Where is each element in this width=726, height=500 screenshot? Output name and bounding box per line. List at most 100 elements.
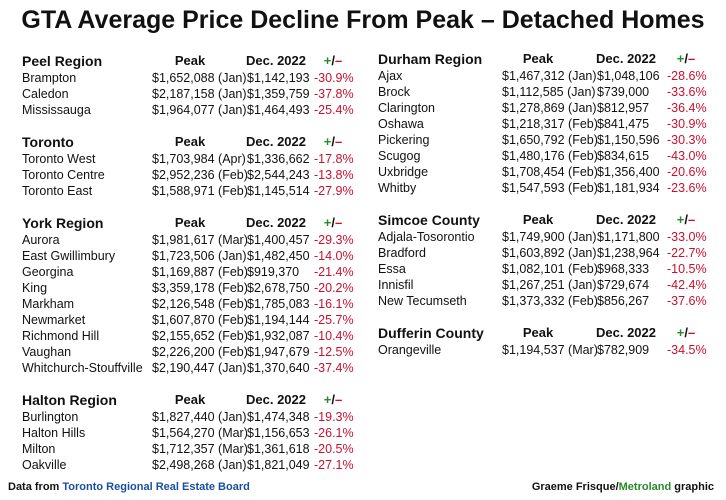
credit-suffix: graphic <box>674 481 714 493</box>
region-name: Simcoe County <box>378 212 480 228</box>
region-name: Toronto <box>22 134 74 150</box>
peak-price: $1,708,454 (Feb) <box>502 165 598 179</box>
municipality: Adjala-Tosorontio <box>378 230 475 244</box>
municipality: Milton <box>22 442 56 456</box>
change: -30.9% <box>667 117 707 131</box>
change: -42.4% <box>667 278 707 292</box>
column-header: Dec. 2022 <box>596 51 656 66</box>
column-header: Dec. 2022 <box>246 53 306 68</box>
dec-price: $1,194,144 <box>247 313 310 327</box>
dec-price: $1,156,653 <box>247 426 310 440</box>
dec-price: $1,947,679 <box>247 345 310 359</box>
peak-price: $2,498,268 (Jan) <box>152 458 247 472</box>
peak-price: $1,564,270 (Mar) <box>152 426 248 440</box>
title: GTA Average Price Decline From Peak – De… <box>21 6 705 34</box>
change: -29.3% <box>314 233 354 247</box>
change: -14.0% <box>314 249 354 263</box>
municipality: Brock <box>378 85 410 99</box>
credit: Graeme Frisque/Metroland graphic <box>532 481 714 493</box>
peak-price: $2,226,200 (Feb) <box>152 345 248 359</box>
municipality: Burlington <box>22 410 79 424</box>
change: -13.8% <box>314 168 354 182</box>
peak-price: $1,723,506 (Jan) <box>152 249 247 263</box>
change: -20.2% <box>314 281 354 295</box>
column-header: Peak <box>174 392 206 407</box>
municipality: Ajax <box>378 69 403 83</box>
peak-price: $1,373,332 (Feb) <box>502 294 598 308</box>
change: -30.9% <box>314 71 354 85</box>
column-header: Peak <box>522 212 554 227</box>
municipality: Innisfil <box>378 278 414 292</box>
dec-price: $1,048,106 <box>597 69 660 83</box>
column-header: Dec. 2022 <box>246 392 306 407</box>
municipality: Oakville <box>22 458 67 472</box>
dec-price: $1,145,514 <box>247 184 310 198</box>
column-header: Dec. 2022 <box>596 212 656 227</box>
municipality: Toronto Centre <box>22 168 105 182</box>
change: -33.6% <box>667 85 707 99</box>
municipality: Halton Hills <box>22 426 86 440</box>
dec-price: $968,333 <box>597 262 650 276</box>
region-name: York Region <box>22 215 104 231</box>
peak-price: $2,952,236 (Feb) <box>152 168 248 182</box>
dec-price: $739,000 <box>597 85 650 99</box>
peak-price: $1,607,870 (Feb) <box>152 313 248 327</box>
peak-price: $1,267,251 (Jan) <box>502 278 597 292</box>
peak-price: $1,712,357 (Mar) <box>152 442 248 456</box>
municipality: Orangeville <box>378 343 442 357</box>
municipality: Pickering <box>378 133 430 147</box>
change: -37.8% <box>314 87 354 101</box>
peak-price: $1,981,617 (Mar) <box>152 233 248 247</box>
region-name: Peel Region <box>22 53 103 69</box>
municipality: Toronto East <box>22 184 93 198</box>
dec-price: $782,909 <box>597 343 650 357</box>
peak-price: $2,190,447 (Jan) <box>152 361 247 375</box>
source-prefix: Data from <box>8 481 60 493</box>
region-name: Halton Region <box>22 392 117 408</box>
peak-price: $1,827,440 (Jan) <box>152 410 247 424</box>
peak-price: $1,278,869 (Jan) <box>502 101 597 115</box>
peak-price: $1,169,887 (Feb) <box>152 265 248 279</box>
peak-price: $1,603,892 (Jan) <box>502 246 597 260</box>
change: -27.1% <box>314 458 354 472</box>
municipality: Caledon <box>22 87 69 101</box>
column-header: +/– <box>323 215 343 230</box>
dec-price: $729,674 <box>597 278 650 292</box>
column-header: Dec. 2022 <box>246 215 306 230</box>
dec-price: $834,615 <box>597 149 650 163</box>
dec-price: $1,356,400 <box>597 165 660 179</box>
change: -10.5% <box>667 262 707 276</box>
column-header: Peak <box>174 215 206 230</box>
region-name: Durham Region <box>378 51 483 67</box>
change: -28.6% <box>667 69 707 83</box>
column-header: +/– <box>676 51 696 66</box>
peak-price: $2,187,158 (Jan) <box>152 87 247 101</box>
column-header: Dec. 2022 <box>246 134 306 149</box>
column-header: +/– <box>676 325 696 340</box>
peak-price: $1,547,593 (Feb) <box>502 181 598 195</box>
municipality: Aurora <box>22 233 60 247</box>
municipality: Bradford <box>378 246 426 260</box>
municipality: Whitby <box>378 181 417 195</box>
change: -16.1% <box>314 297 354 311</box>
change: -19.3% <box>314 410 354 424</box>
dec-price: $1,932,087 <box>247 329 310 343</box>
change: -30.3% <box>667 133 707 147</box>
municipality: Georgina <box>22 265 74 279</box>
change: -20.6% <box>667 165 707 179</box>
dec-price: $1,474,348 <box>247 410 310 424</box>
municipality: Uxbridge <box>378 165 429 179</box>
dec-price: $812,957 <box>597 101 650 115</box>
change: -22.7% <box>667 246 707 260</box>
change: -25.7% <box>314 313 354 327</box>
dec-price: $1,142,193 <box>247 71 310 85</box>
peak-price: $1,194,537 (Mar) <box>502 343 598 357</box>
column-header: Peak <box>522 325 554 340</box>
source-note: Data from Toronto Regional Real Estate B… <box>8 481 250 493</box>
dec-price: $1,171,800 <box>597 230 660 244</box>
change: -20.5% <box>314 442 354 456</box>
column-header: Peak <box>522 51 554 66</box>
change: -43.0% <box>667 149 707 163</box>
peak-price: $1,082,101 (Feb) <box>502 262 598 276</box>
